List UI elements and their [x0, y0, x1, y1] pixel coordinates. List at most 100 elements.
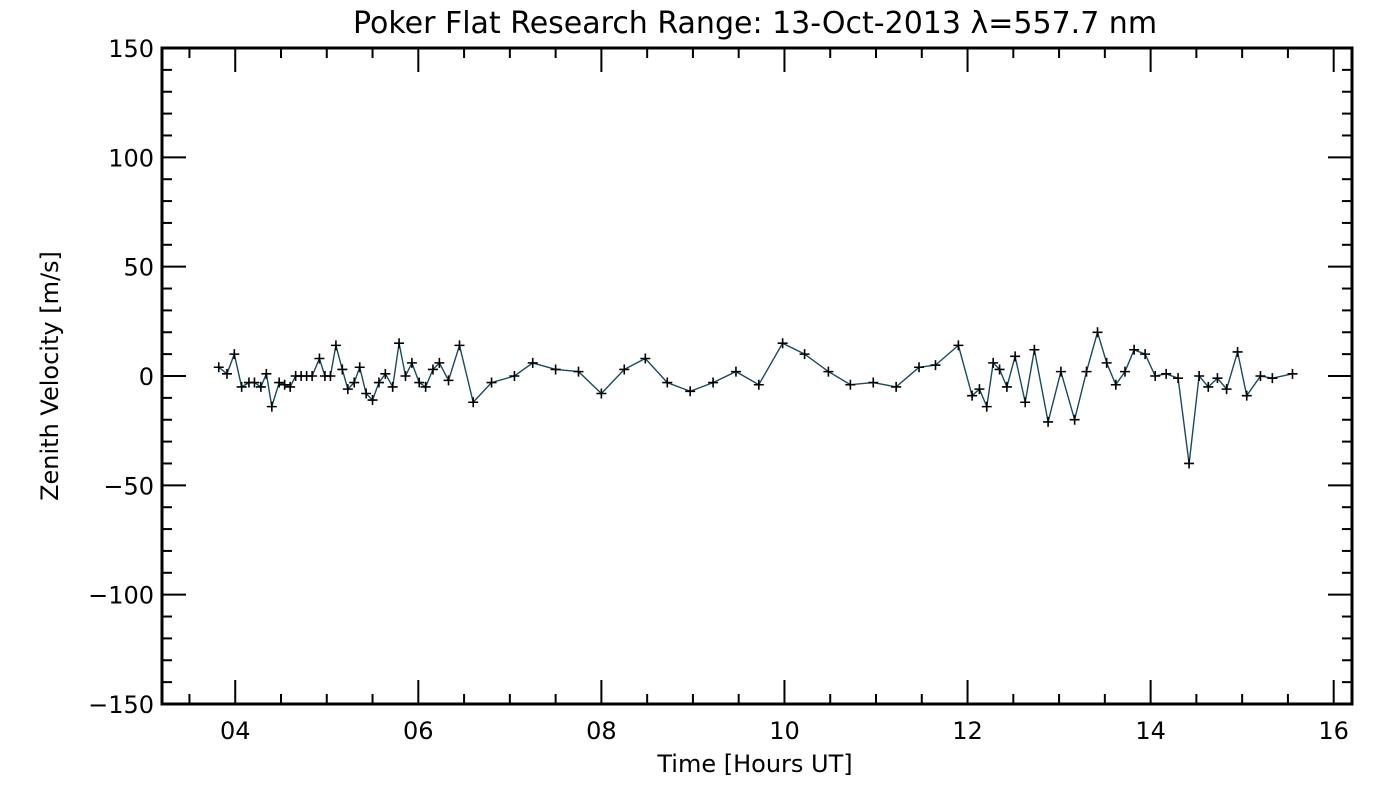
data-point-marker	[361, 388, 372, 399]
data-point-marker	[443, 375, 454, 386]
data-point-marker	[1055, 366, 1066, 377]
data-point-marker	[1161, 368, 1172, 379]
data-point-marker	[994, 364, 1005, 375]
data-point-marker	[1140, 349, 1151, 360]
data-point-marker	[777, 338, 788, 349]
data-point-marker	[685, 386, 696, 397]
data-point-marker	[266, 401, 277, 412]
data-point-marker	[640, 353, 651, 364]
data-point-marker	[434, 357, 445, 368]
data-point-marker	[279, 379, 290, 390]
data-point-marker	[573, 366, 584, 377]
data-point-marker	[981, 401, 992, 412]
data-point-marker	[400, 371, 411, 381]
data-point-marker	[1069, 414, 1080, 425]
data-point-marker	[380, 368, 391, 379]
data-point-marker	[1101, 357, 1112, 368]
data-point-marker	[468, 397, 479, 408]
x-tick-label: 08	[586, 717, 617, 745]
data-point-marker	[1203, 381, 1214, 392]
data-point-marker	[1110, 379, 1121, 390]
y-tick-label: 150	[108, 35, 154, 63]
data-point-marker	[414, 377, 425, 388]
data-point-marker	[255, 381, 266, 392]
data-point-marker	[354, 362, 365, 373]
x-tick-label: 06	[403, 717, 434, 745]
x-axis-title: Time [Hours UT]	[656, 750, 852, 778]
data-point-marker	[1212, 373, 1223, 384]
chart-title: Poker Flat Research Range: 13-Oct-2013 λ…	[353, 6, 1157, 41]
data-point-marker	[1255, 371, 1266, 381]
data-point-marker	[753, 379, 764, 390]
series-markers	[213, 327, 1298, 469]
data-point-marker	[1267, 373, 1278, 384]
data-point-marker	[1119, 366, 1130, 377]
data-point-marker	[1194, 371, 1205, 381]
data-point-marker	[1184, 458, 1195, 469]
x-tick-label: 12	[952, 717, 983, 745]
data-point-marker	[988, 357, 999, 368]
data-point-marker	[314, 353, 325, 364]
data-point-marker	[1221, 384, 1232, 395]
data-point-marker	[249, 377, 260, 388]
data-point-marker	[221, 368, 232, 379]
y-tick-label: −50	[103, 472, 154, 500]
y-tick-label: −150	[88, 691, 154, 719]
data-point-marker	[394, 338, 405, 349]
data-point-marker	[596, 388, 607, 399]
data-point-marker	[891, 381, 902, 392]
data-point-marker	[1001, 381, 1012, 392]
data-point-marker	[406, 357, 417, 368]
x-axis-tick-labels: 04 06 08 10 12 14 16	[220, 717, 1349, 745]
data-point-marker	[1173, 373, 1184, 384]
data-point-marker	[330, 340, 341, 351]
data-point-marker	[373, 377, 384, 388]
data-point-marker	[325, 371, 336, 381]
data-point-marker	[236, 381, 247, 392]
y-tick-label: 100	[108, 144, 154, 172]
data-point-marker	[1081, 366, 1092, 377]
data-point-marker	[974, 384, 985, 395]
data-point-marker	[285, 381, 296, 392]
data-point-marker	[420, 381, 431, 392]
data-point-marker	[427, 364, 438, 375]
data-point-marker	[550, 364, 561, 375]
data-point-marker	[1092, 327, 1103, 338]
data-point-marker	[1232, 346, 1243, 357]
data-point-marker	[967, 390, 978, 401]
data-point-marker	[229, 349, 240, 360]
data-point-marker	[953, 340, 964, 351]
x-tick-label: 14	[1135, 717, 1166, 745]
data-point-marker	[1241, 390, 1252, 401]
data-point-marker	[1043, 416, 1054, 427]
data-point-marker	[387, 381, 398, 392]
y-tick-label: −100	[88, 582, 154, 610]
data-point-marker	[1150, 371, 1161, 381]
data-point-marker	[1020, 397, 1031, 408]
y-axis-title: Zenith Velocity [m/s]	[36, 251, 64, 501]
data-point-marker	[730, 366, 741, 377]
data-point-marker	[527, 357, 538, 368]
y-tick-label: 0	[139, 363, 154, 391]
data-point-marker	[367, 395, 378, 406]
data-point-marker	[930, 360, 941, 371]
data-point-marker	[1129, 344, 1140, 355]
x-tick-label: 16	[1318, 717, 1349, 745]
data-point-marker	[307, 371, 318, 381]
data-point-marker	[619, 364, 630, 375]
data-point-marker	[1010, 351, 1021, 362]
data-point-marker	[486, 377, 497, 388]
x-tick-label: 10	[769, 717, 800, 745]
data-point-marker	[799, 349, 810, 360]
y-axis-tick-labels: 150 100 50 0 −50 −100 −150	[88, 35, 154, 719]
data-point-marker	[914, 362, 925, 373]
x-tick-label: 04	[220, 717, 251, 745]
data-point-marker	[349, 377, 360, 388]
data-point-marker	[213, 362, 224, 373]
data-point-marker	[454, 340, 465, 351]
data-point-marker	[1287, 368, 1298, 379]
data-point-marker	[823, 366, 834, 377]
data-point-marker	[337, 364, 348, 375]
